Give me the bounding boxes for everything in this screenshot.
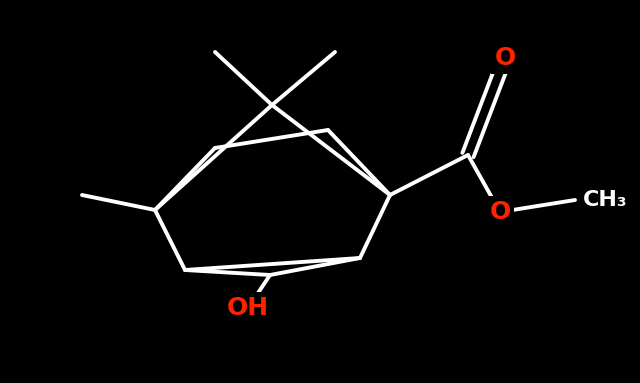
Text: CH₃: CH₃ [583, 190, 628, 210]
Text: OH: OH [227, 296, 269, 320]
Text: O: O [490, 200, 511, 224]
Text: O: O [494, 46, 516, 70]
